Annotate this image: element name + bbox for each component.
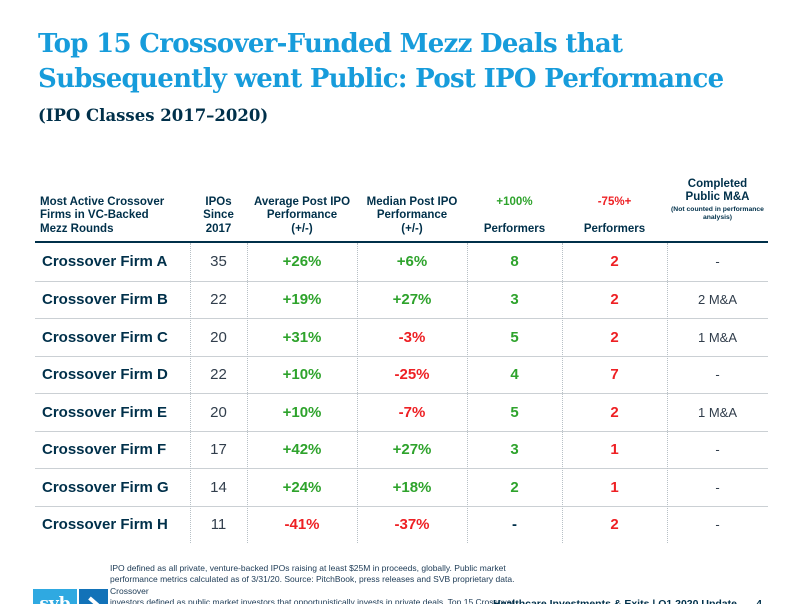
avg-performance: +24%	[282, 478, 322, 496]
avg-performance: +26%	[282, 253, 322, 271]
footnote-text: IPO defined as all private, venture-back…	[110, 563, 515, 604]
ipo-count: 20	[210, 328, 227, 346]
avg-performance: +10%	[282, 403, 322, 421]
mna-label: Completed Public M&A	[685, 177, 750, 204]
minus75-count: 2	[610, 403, 619, 421]
minus75-count: 2	[610, 328, 619, 346]
table-header-row: Most Active Crossover Firms in VC-Backed…	[35, 164, 768, 243]
ipo-count: 35	[210, 253, 227, 271]
median-performance: -7%	[398, 403, 426, 421]
minus75-label: -75%+	[597, 195, 632, 208]
minus75-count: 1	[610, 478, 619, 496]
svb-logo-wordmark: svb	[33, 589, 77, 604]
performance-table: Most Active Crossover Firms in VC-Backed…	[35, 164, 768, 543]
page-number: 4	[756, 598, 762, 604]
mna-value: 2 M&A	[697, 292, 737, 308]
table-row: Crossover Firm A 35 +26% +6% 8 2 -	[35, 243, 768, 281]
column-divider	[562, 243, 563, 543]
mna-value: 1 M&A	[697, 404, 737, 420]
firm-name: Crossover Firm H	[42, 516, 168, 534]
median-performance: +27%	[392, 291, 432, 309]
plus100-count: 3	[510, 441, 519, 459]
mna-value: 1 M&A	[697, 329, 737, 345]
avg-performance: +19%	[282, 291, 322, 309]
table-row: Crossover Firm H 11 -41% -37% - 2 -	[35, 505, 768, 544]
plus100-count: 2	[510, 478, 519, 496]
avg-performance: +42%	[282, 441, 322, 459]
ipo-count: 11	[210, 516, 227, 534]
mna-value: -	[715, 442, 720, 458]
mna-value: -	[715, 254, 720, 270]
firm-name: Crossover Firm D	[42, 366, 168, 384]
report-title: Healthcare Investments & Exits | Q1 2020…	[493, 598, 737, 604]
column-divider	[667, 243, 668, 543]
ipo-count: 14	[210, 478, 227, 496]
plus100-sub: Performers	[483, 222, 546, 235]
minus75-count: 1	[610, 441, 619, 459]
mna-value: -	[715, 517, 720, 533]
header-minus75-performers: -75%+ Performers	[562, 182, 667, 236]
firm-name: Crossover Firm B	[42, 291, 168, 309]
ipo-count: 22	[210, 291, 227, 309]
plus100-count: 3	[510, 291, 519, 309]
firm-name: Crossover Firm A	[42, 253, 168, 271]
plus100-count: 5	[510, 403, 519, 421]
page-subtitle: (IPO Classes 2017–2020)	[38, 106, 269, 125]
header-median-post-ipo: Median Post IPO Performance (+/-)	[366, 195, 458, 235]
header-average-post-ipo: Average Post IPO Performance (+/-)	[253, 195, 351, 235]
median-performance: +6%	[396, 253, 428, 271]
mna-value: -	[715, 479, 720, 495]
table-row: Crossover Firm G 14 +24% +18% 2 1 -	[35, 468, 768, 506]
svb-logo: svb	[33, 589, 108, 604]
avg-performance: +31%	[282, 328, 322, 346]
plus100-count: -	[512, 516, 517, 534]
table-row: Crossover Firm C 20 +31% -3% 5 2 1 M&A	[35, 318, 768, 356]
minus75-sub: Performers	[583, 222, 646, 235]
header-plus100-performers: +100% Performers	[467, 182, 562, 236]
table-row: Crossover Firm D 22 +10% -25% 4 7 -	[35, 355, 768, 394]
column-divider	[247, 243, 248, 543]
ipo-count: 17	[210, 441, 227, 459]
mna-value: -	[715, 367, 720, 383]
column-divider	[467, 243, 468, 543]
median-performance: +27%	[392, 441, 432, 459]
slide: Top 15 Crossover-Funded Mezz Deals that …	[0, 27, 800, 604]
firm-name: Crossover Firm C	[42, 328, 168, 346]
minus75-count: 2	[610, 516, 619, 534]
page-title: Top 15 Crossover-Funded Mezz Deals that …	[38, 29, 724, 94]
firm-name: Crossover Firm F	[42, 441, 167, 459]
table-body: Crossover Firm A 35 +26% +6% 8 2 - Cross…	[35, 243, 768, 543]
chevron-right-icon	[79, 589, 108, 604]
table-row: Crossover Firm F 17 +42% +27% 3 1 -	[35, 430, 768, 469]
minus75-count: 7	[610, 366, 619, 384]
median-performance: -3%	[398, 328, 426, 346]
table-row: Crossover Firm E 20 +10% -7% 5 2 1 M&A	[35, 393, 768, 431]
median-performance: -25%	[394, 366, 430, 384]
mna-note: (Not counted in performance analysis)	[671, 205, 764, 222]
firm-name: Crossover Firm E	[42, 403, 168, 421]
column-divider	[190, 243, 191, 543]
table-row: Crossover Firm B 22 +19% +27% 3 2 2 M&A	[35, 280, 768, 319]
firm-name: Crossover Firm G	[42, 478, 169, 496]
plus100-count: 8	[510, 253, 519, 271]
minus75-count: 2	[610, 253, 619, 271]
minus75-count: 2	[610, 291, 619, 309]
avg-performance: -41%	[284, 516, 320, 534]
header-ipos-since-2017: IPOs Since 2017	[203, 195, 234, 235]
plus100-count: 5	[510, 328, 519, 346]
median-performance: -37%	[394, 516, 430, 534]
ipo-count: 20	[210, 403, 227, 421]
ipo-count: 22	[210, 366, 227, 384]
header-firms: Most Active Crossover Firms in VC-Backed…	[40, 195, 165, 235]
plus100-label: +100%	[496, 195, 533, 208]
header-completed-mna: Completed Public M&A (Not counted in per…	[667, 164, 768, 236]
median-performance: +18%	[392, 478, 432, 496]
plus100-count: 4	[510, 366, 519, 384]
avg-performance: +10%	[282, 366, 322, 384]
column-divider	[357, 243, 358, 543]
